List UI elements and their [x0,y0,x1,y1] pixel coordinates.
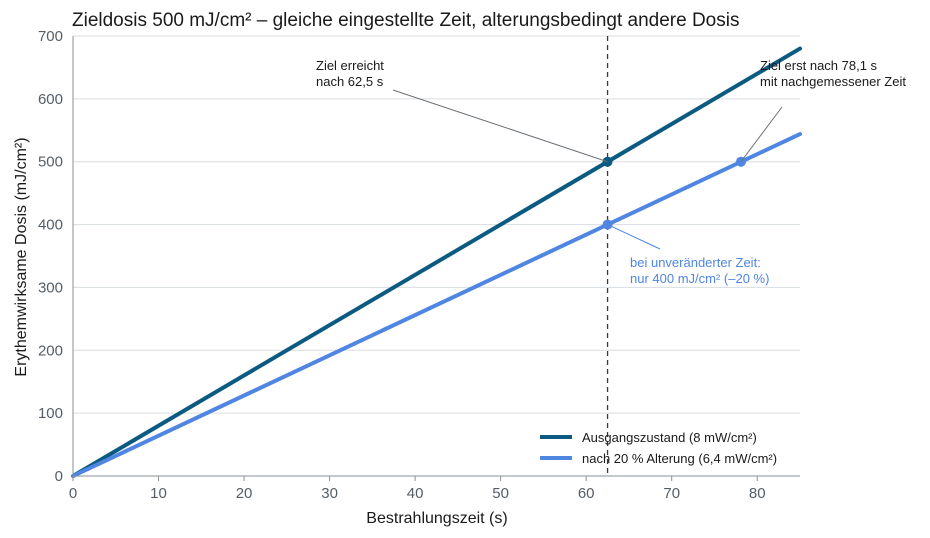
x-tick-label: 40 [407,485,424,502]
series-group [71,46,802,478]
legend-label-1: Ausgangszustand (8 mW/cm²) [582,430,757,445]
y-tick-label: 400 [38,217,63,234]
annotation-text-1: Ziel erreicht [316,58,384,73]
annotation-connector-3 [607,224,661,250]
grid [73,35,800,414]
legend: Ausgangszustand (8 mW/cm²) nach 20 % Alte… [540,430,777,466]
y-tick-label: 100 [38,405,63,422]
y-tick-label: 200 [38,342,63,359]
x-tick-label: 30 [321,485,338,502]
y-tick-label: 0 [55,468,63,485]
y-axis-label: Erythemwirksame Dosis (mJ/cm²) [13,137,30,376]
x-tick-label: 50 [492,485,509,502]
annotation-text-2: Ziel erst nach 78,1 s [760,58,878,73]
annotation-connector-2 [740,106,783,163]
x-tick-label: 60 [578,485,595,502]
legend-label-2: nach 20 % Alterung (6,4 mW/cm²) [582,451,777,466]
y-tick-label: 300 [38,279,63,296]
x-tick-label: 10 [150,485,167,502]
y-tick-label: 600 [38,91,63,108]
annotation-text-2: mit nachgemessener Zeit [760,74,906,89]
y-tick-label: 500 [38,154,63,171]
x-tick-label: 0 [69,485,77,502]
x-tick-label: 80 [749,485,766,502]
x-tick-label: 20 [236,485,253,502]
annotation-text-1: nach 62,5 s [316,74,384,89]
series-line-2 [71,132,802,478]
x-tick-label: 70 [663,485,680,502]
series-line-1 [71,46,802,478]
axes: 0 100 200 300 400 500 600 700 0 10 20 30 40 50 60 70 80 [38,28,800,502]
annotation-connector-1 [392,89,608,163]
chart-title: Zieldosis 500 mJ/cm² – gleiche eingestel… [72,10,739,31]
y-tick-label: 700 [38,28,63,45]
annotation-text-3: nur 400 mJ/cm² (–20 %) [630,271,769,286]
x-axis-label: Bestrahlungszeit (s) [366,510,507,527]
annotation-text-3: bei unveränderter Zeit: [630,255,761,270]
